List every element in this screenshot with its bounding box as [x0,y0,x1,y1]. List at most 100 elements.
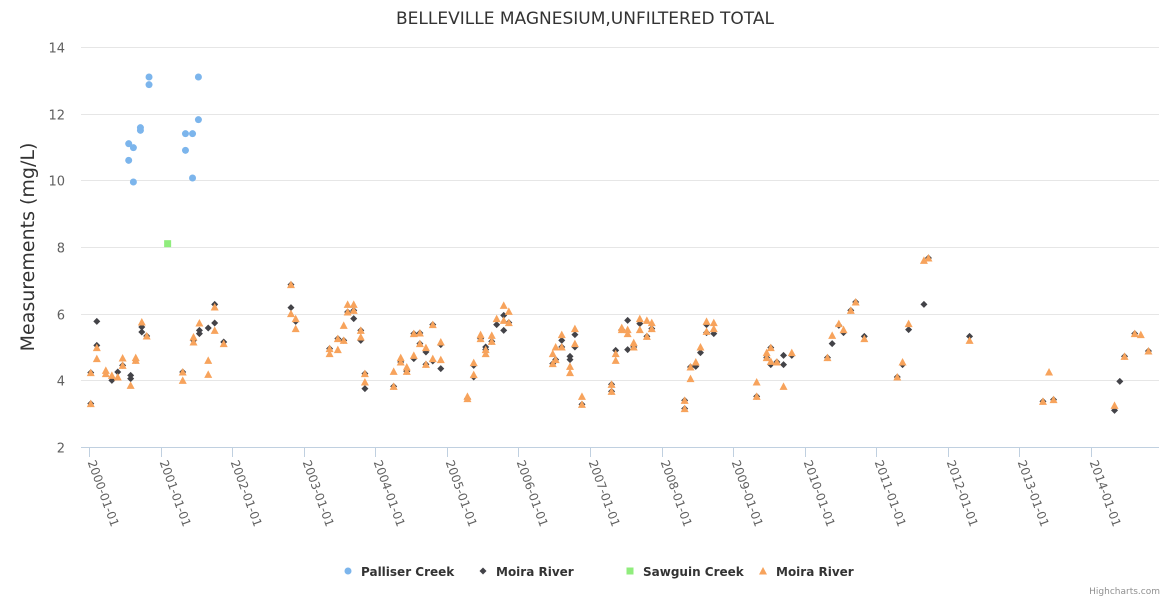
data-point[interactable] [499,301,508,309]
data-point[interactable] [113,373,122,381]
data-point[interactable] [92,343,101,352]
data-point[interactable] [325,349,334,358]
data-point[interactable] [339,321,348,329]
data-point[interactable] [428,320,437,329]
data-point[interactable] [635,325,644,334]
data-point[interactable] [142,332,151,340]
data-point[interactable] [787,348,796,357]
data-point[interactable] [905,326,913,334]
data-point[interactable] [642,332,651,340]
data-point[interactable] [476,330,485,339]
data-point[interactable] [624,346,632,354]
data-point[interactable] [131,356,140,364]
data-point[interactable] [286,309,295,318]
data-point[interactable] [548,359,557,368]
data-point[interactable] [469,358,478,367]
data-point[interactable] [126,381,135,389]
data-point[interactable] [421,343,430,352]
data-point[interactable] [1144,347,1153,355]
data-point[interactable] [551,343,560,351]
data-point[interactable] [129,178,137,186]
data-point[interactable] [860,334,869,343]
data-point[interactable] [680,404,689,413]
data-point[interactable] [189,333,198,341]
data-point[interactable] [415,339,424,348]
data-point[interactable] [350,315,358,323]
data-point[interactable] [325,344,334,353]
data-point[interactable] [702,327,711,335]
data-point[interactable] [118,361,127,369]
data-point[interactable] [333,345,342,354]
data-point[interactable] [463,394,472,403]
data-point[interactable] [389,382,398,390]
data-point[interactable] [623,325,632,334]
data-point[interactable] [437,365,445,373]
data-point[interactable] [504,318,513,327]
data-point[interactable] [86,399,95,408]
data-point[interactable] [548,349,557,358]
legend-item[interactable]: Moira River [479,565,574,579]
data-point[interactable] [476,334,485,343]
data-point[interactable] [1049,395,1058,404]
data-point[interactable] [360,378,369,386]
data-point[interactable] [101,369,110,378]
legend-item[interactable]: Palliser Creek [344,565,456,579]
data-point[interactable] [129,144,137,152]
data-point[interactable] [566,356,574,364]
data-point[interactable] [194,73,202,81]
data-point[interactable] [195,319,204,327]
data-point[interactable] [577,400,586,408]
data-point[interactable] [846,306,855,314]
data-point[interactable] [780,361,788,369]
data-point[interactable] [752,378,761,386]
data-point[interactable] [557,330,566,339]
data-point[interactable] [396,358,405,366]
data-point[interactable] [86,368,95,377]
data-point[interactable] [577,392,586,400]
data-point[interactable] [436,338,445,346]
data-point[interactable] [702,317,711,325]
data-point[interactable] [204,356,213,364]
data-point[interactable] [436,355,445,364]
data-point[interactable] [762,348,771,357]
data-point[interactable] [647,324,656,333]
data-point[interactable] [629,338,638,347]
data-point[interactable] [487,331,496,339]
data-point[interactable] [611,349,620,358]
data-point[interactable] [189,174,197,182]
data-point[interactable] [565,368,574,377]
data-point[interactable] [924,254,933,262]
data-point[interactable] [415,329,424,337]
data-point[interactable] [118,354,127,362]
legend-item[interactable]: Moira River [759,565,854,579]
data-point[interactable] [287,304,295,312]
data-point[interactable] [1120,352,1129,360]
data-point[interactable] [481,345,490,354]
data-point[interactable] [93,317,101,325]
data-point[interactable] [571,331,579,339]
data-point[interactable] [343,300,352,308]
data-point[interactable] [565,362,574,370]
data-point[interactable] [219,339,228,348]
data-point[interactable] [481,349,490,358]
data-point[interactable] [361,385,369,393]
data-point[interactable] [766,343,775,352]
data-point[interactable] [570,339,579,348]
data-point[interactable] [607,380,616,388]
data-point[interactable] [291,314,300,323]
data-point[interactable] [127,375,135,383]
legend-item[interactable]: Sawguin Creek [626,565,745,579]
data-point[interactable] [1110,401,1119,409]
data-point[interactable] [629,343,638,351]
data-point[interactable] [851,298,860,306]
data-point[interactable] [823,353,832,362]
data-point[interactable] [558,336,566,344]
data-point[interactable] [396,353,405,362]
data-point[interactable] [136,126,144,134]
data-point[interactable] [624,316,632,324]
data-point[interactable] [772,358,781,366]
data-point[interactable] [409,351,418,359]
data-point[interactable] [709,318,718,327]
data-point[interactable] [696,349,704,357]
data-point[interactable] [904,319,913,328]
